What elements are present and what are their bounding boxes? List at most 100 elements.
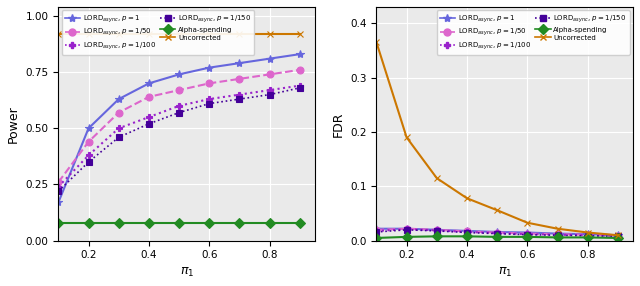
LORD$_{\mathit{async}}$, $p = 1$ xyxy=(296,52,304,56)
LORD$_{\mathit{async}}$, $p = 1$ xyxy=(175,73,183,76)
LORD$_{\mathit{async}}$, $p = 1$ xyxy=(236,61,243,65)
LORD$_{\mathit{async}}$, $p = 1/150$ xyxy=(433,229,441,233)
Alpha-spending xyxy=(372,236,380,240)
Line: LORD$_{\mathit{async}}$, $p = 1$: LORD$_{\mathit{async}}$, $p = 1$ xyxy=(54,50,304,207)
LORD$_{\mathit{async}}$, $p = 1$ xyxy=(54,201,62,204)
LORD$_{\mathit{async}}$, $p = 1/150$ xyxy=(524,233,531,237)
Line: LORD$_{\mathit{async}}$, $p = 1/50$: LORD$_{\mathit{async}}$, $p = 1/50$ xyxy=(55,66,303,186)
Line: Alpha-spending: Alpha-spending xyxy=(55,219,303,226)
LORD$_{\mathit{async}}$, $p = 1$ xyxy=(205,66,213,69)
LORD$_{\mathit{async}}$, $p = 1/150$ xyxy=(584,234,591,237)
LORD$_{\mathit{async}}$, $p = 1/100$ xyxy=(54,185,62,188)
Legend: LORD$_{\mathit{async}}$, $p = 1$, LORD$_{\mathit{async}}$, $p = 1/50$, LORD$_{\m: LORD$_{\mathit{async}}$, $p = 1$, LORD$_… xyxy=(62,10,255,55)
Uncorrected xyxy=(524,221,531,225)
LORD$_{\mathit{async}}$, $p = 1/150$ xyxy=(236,97,243,101)
LORD$_{\mathit{async}}$, $p = 1$ xyxy=(584,233,591,236)
Uncorrected xyxy=(614,234,622,237)
Uncorrected xyxy=(205,32,213,36)
LORD$_{\mathit{async}}$, $p = 1/100$ xyxy=(205,97,213,101)
Line: Uncorrected: Uncorrected xyxy=(55,30,303,37)
LORD$_{\mathit{async}}$, $p = 1$ xyxy=(433,228,441,232)
Alpha-spending xyxy=(614,236,622,240)
LORD$_{\mathit{async}}$, $p = 1/50$ xyxy=(175,88,183,92)
LORD$_{\mathit{async}}$, $p = 1/100$ xyxy=(372,229,380,233)
LORD$_{\mathit{async}}$, $p = 1/100$ xyxy=(493,231,501,235)
Alpha-spending xyxy=(84,221,92,225)
LORD$_{\mathit{async}}$, $p = 1/100$ xyxy=(296,84,304,87)
LORD$_{\mathit{async}}$, $p = 1/100$ xyxy=(236,93,243,96)
Uncorrected xyxy=(403,136,410,139)
Alpha-spending xyxy=(54,221,62,225)
Uncorrected xyxy=(236,32,243,36)
LORD$_{\mathit{async}}$, $p = 1/150$ xyxy=(554,234,561,237)
Alpha-spending xyxy=(554,236,561,239)
LORD$_{\mathit{async}}$, $p = 1$ xyxy=(524,231,531,234)
LORD$_{\mathit{async}}$, $p = 1/50$ xyxy=(145,95,153,99)
LORD$_{\mathit{async}}$, $p = 1/50$ xyxy=(266,73,273,76)
LORD$_{\mathit{async}}$, $p = 1/50$ xyxy=(236,77,243,81)
LORD$_{\mathit{async}}$, $p = 1/150$ xyxy=(296,86,304,90)
LORD$_{\mathit{async}}$, $p = 1/100$ xyxy=(175,104,183,108)
Alpha-spending xyxy=(115,221,123,225)
LORD$_{\mathit{async}}$, $p = 1/100$ xyxy=(145,115,153,119)
Line: LORD$_{\mathit{async}}$, $p = 1$: LORD$_{\mathit{async}}$, $p = 1$ xyxy=(372,225,622,239)
Uncorrected xyxy=(54,32,62,36)
Line: Uncorrected: Uncorrected xyxy=(373,39,621,239)
LORD$_{\mathit{async}}$, $p = 1/50$ xyxy=(115,111,123,114)
Y-axis label: FDR: FDR xyxy=(332,111,345,136)
LORD$_{\mathit{async}}$, $p = 1/150$ xyxy=(403,228,410,232)
Alpha-spending xyxy=(266,221,273,225)
Uncorrected xyxy=(433,176,441,180)
Line: LORD$_{\mathit{async}}$, $p = 1/150$: LORD$_{\mathit{async}}$, $p = 1/150$ xyxy=(374,227,621,239)
LORD$_{\mathit{async}}$, $p = 1/100$ xyxy=(554,233,561,237)
Alpha-spending xyxy=(236,221,243,225)
LORD$_{\mathit{async}}$, $p = 1/150$ xyxy=(84,160,92,164)
LORD$_{\mathit{async}}$, $p = 1$ xyxy=(493,230,501,234)
LORD$_{\mathit{async}}$, $p = 1$ xyxy=(403,227,410,231)
Alpha-spending xyxy=(403,235,410,239)
LORD$_{\mathit{async}}$, $p = 1/150$ xyxy=(463,231,471,234)
LORD$_{\mathit{async}}$, $p = 1/100$ xyxy=(115,127,123,130)
Line: LORD$_{\mathit{async}}$, $p = 1/50$: LORD$_{\mathit{async}}$, $p = 1/50$ xyxy=(373,225,621,239)
LORD$_{\mathit{async}}$, $p = 1/150$ xyxy=(614,235,622,238)
LORD$_{\mathit{async}}$, $p = 1/100$ xyxy=(403,228,410,231)
LORD$_{\mathit{async}}$, $p = 1/50$ xyxy=(463,230,471,233)
Alpha-spending xyxy=(145,221,153,225)
Uncorrected xyxy=(266,32,273,36)
Uncorrected xyxy=(372,41,380,44)
LORD$_{\mathit{async}}$, $p = 1$ xyxy=(266,57,273,60)
LORD$_{\mathit{async}}$, $p = 1/150$ xyxy=(175,111,183,114)
LORD$_{\mathit{async}}$, $p = 1$ xyxy=(372,227,380,231)
Uncorrected xyxy=(584,231,591,234)
Uncorrected xyxy=(84,32,92,36)
Alpha-spending xyxy=(524,235,531,239)
LORD$_{\mathit{async}}$, $p = 1/50$ xyxy=(296,68,304,72)
Uncorrected xyxy=(145,32,153,36)
Legend: LORD$_{\mathit{async}}$, $p = 1$, LORD$_{\mathit{async}}$, $p = 1/50$, LORD$_{\m: LORD$_{\mathit{async}}$, $p = 1$, LORD$_… xyxy=(437,10,630,55)
LORD$_{\mathit{async}}$, $p = 1/50$ xyxy=(614,234,622,237)
LORD$_{\mathit{async}}$, $p = 1/50$ xyxy=(554,233,561,236)
LORD$_{\mathit{async}}$, $p = 1/50$ xyxy=(372,228,380,232)
LORD$_{\mathit{async}}$, $p = 1$ xyxy=(145,82,153,85)
LORD$_{\mathit{async}}$, $p = 1/50$ xyxy=(84,140,92,144)
Alpha-spending xyxy=(205,221,213,225)
LORD$_{\mathit{async}}$, $p = 1$ xyxy=(463,229,471,233)
Uncorrected xyxy=(115,32,123,36)
LORD$_{\mathit{async}}$, $p = 1/50$ xyxy=(493,231,501,234)
Uncorrected xyxy=(463,196,471,200)
LORD$_{\mathit{async}}$, $p = 1/50$ xyxy=(54,180,62,184)
LORD$_{\mathit{async}}$, $p = 1/150$ xyxy=(205,102,213,105)
LORD$_{\mathit{async}}$, $p = 1/50$ xyxy=(433,228,441,232)
Alpha-spending xyxy=(584,236,591,239)
LORD$_{\mathit{async}}$, $p = 1/150$ xyxy=(266,93,273,96)
LORD$_{\mathit{async}}$, $p = 1/150$ xyxy=(54,190,62,193)
LORD$_{\mathit{async}}$, $p = 1/100$ xyxy=(524,233,531,236)
X-axis label: $\pi_1$: $\pi_1$ xyxy=(180,266,194,279)
LORD$_{\mathit{async}}$, $p = 1/100$ xyxy=(614,234,622,237)
Alpha-spending xyxy=(175,221,183,225)
LORD$_{\mathit{async}}$, $p = 1/50$ xyxy=(584,233,591,237)
LORD$_{\mathit{async}}$, $p = 1$ xyxy=(84,127,92,130)
Alpha-spending xyxy=(296,221,304,225)
Line: Alpha-spending: Alpha-spending xyxy=(373,233,621,241)
Alpha-spending xyxy=(493,235,501,239)
